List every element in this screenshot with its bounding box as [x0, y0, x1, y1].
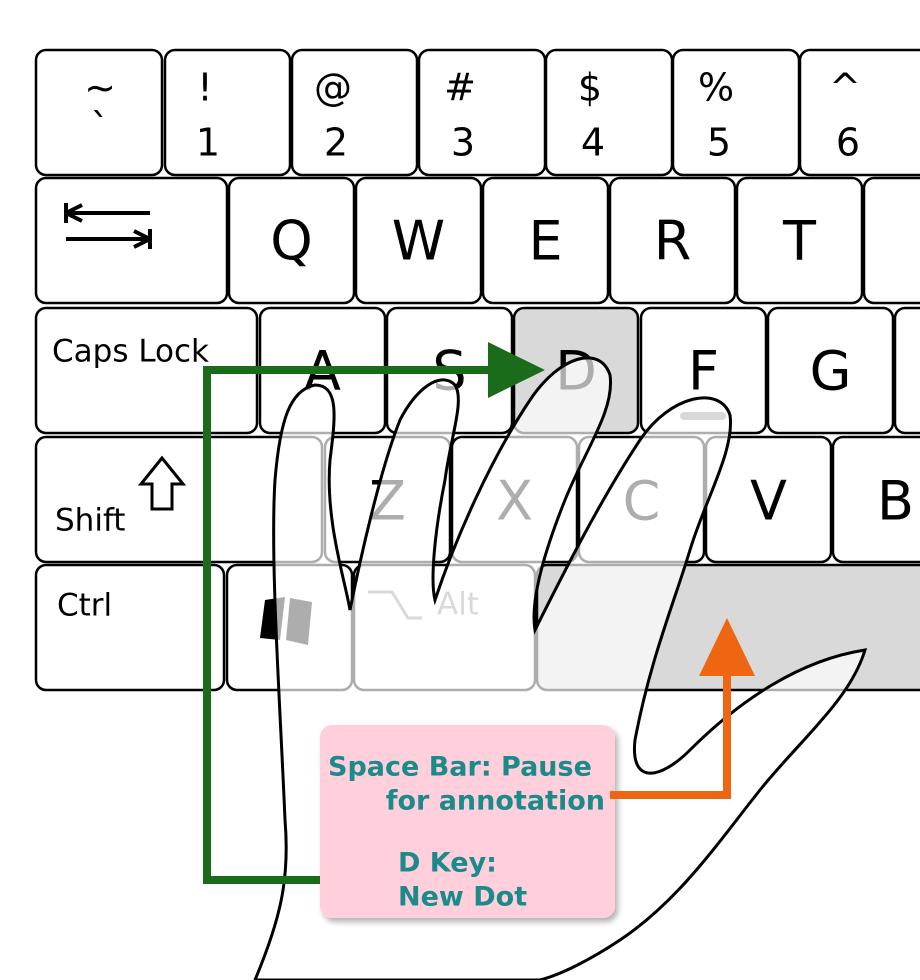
shift-icon: [137, 455, 187, 511]
key-label: Caps Lock: [52, 334, 209, 370]
key-label: #: [444, 66, 476, 110]
key-label: $: [578, 66, 602, 110]
key-label: @: [314, 66, 352, 110]
key: [766, 306, 895, 435]
d-key-arrow: [203, 366, 495, 884]
key-label: 5: [707, 121, 731, 165]
annotation-text: New Dot: [398, 882, 527, 913]
key: [735, 176, 864, 305]
key: [417, 48, 547, 177]
key: [163, 48, 292, 177]
key: [354, 176, 483, 305]
key: [544, 48, 674, 177]
annotation-text: D Key:: [398, 848, 497, 879]
annotation-text: Space Bar: Pause: [328, 752, 592, 783]
key-label: !: [197, 66, 212, 110]
space-bar-arrowhead: [699, 618, 755, 676]
key: [798, 48, 920, 177]
key: [831, 435, 920, 564]
key-label: Ctrl: [57, 588, 112, 624]
key-label: Q: [270, 210, 313, 273]
key: [893, 306, 920, 435]
key-label: B: [877, 470, 914, 533]
key-label: 1: [196, 121, 220, 165]
space-bar-arrow: [610, 670, 731, 799]
key-label: 3: [451, 121, 475, 165]
key: [227, 176, 356, 305]
annotation-text: for annotation: [386, 786, 605, 817]
key: [608, 176, 737, 305]
key: [34, 48, 164, 177]
key: [34, 563, 226, 692]
key-label: ^: [829, 66, 861, 110]
tab-icon-top: [64, 203, 150, 223]
key-label: %: [698, 66, 734, 110]
key: [290, 48, 419, 177]
key-label: F: [688, 340, 719, 403]
key-label: G: [810, 340, 852, 403]
key: [862, 176, 920, 305]
key-label: 6: [836, 121, 860, 165]
key-label: E: [528, 210, 562, 273]
tab-icon-bottom: [66, 229, 152, 249]
key-label: W: [392, 210, 445, 273]
key: [481, 176, 610, 305]
key-label: T: [782, 210, 817, 273]
key-label: Shift: [55, 503, 125, 539]
d-key-arrowhead: [488, 342, 545, 398]
key: [671, 48, 801, 177]
key-label: V: [750, 470, 787, 533]
key-label: R: [654, 210, 692, 273]
annotation-box: [320, 725, 615, 918]
key-label: ~: [84, 66, 116, 110]
key-label: 2: [324, 121, 348, 165]
key-label: 4: [581, 121, 605, 165]
key-label: `: [91, 106, 110, 150]
